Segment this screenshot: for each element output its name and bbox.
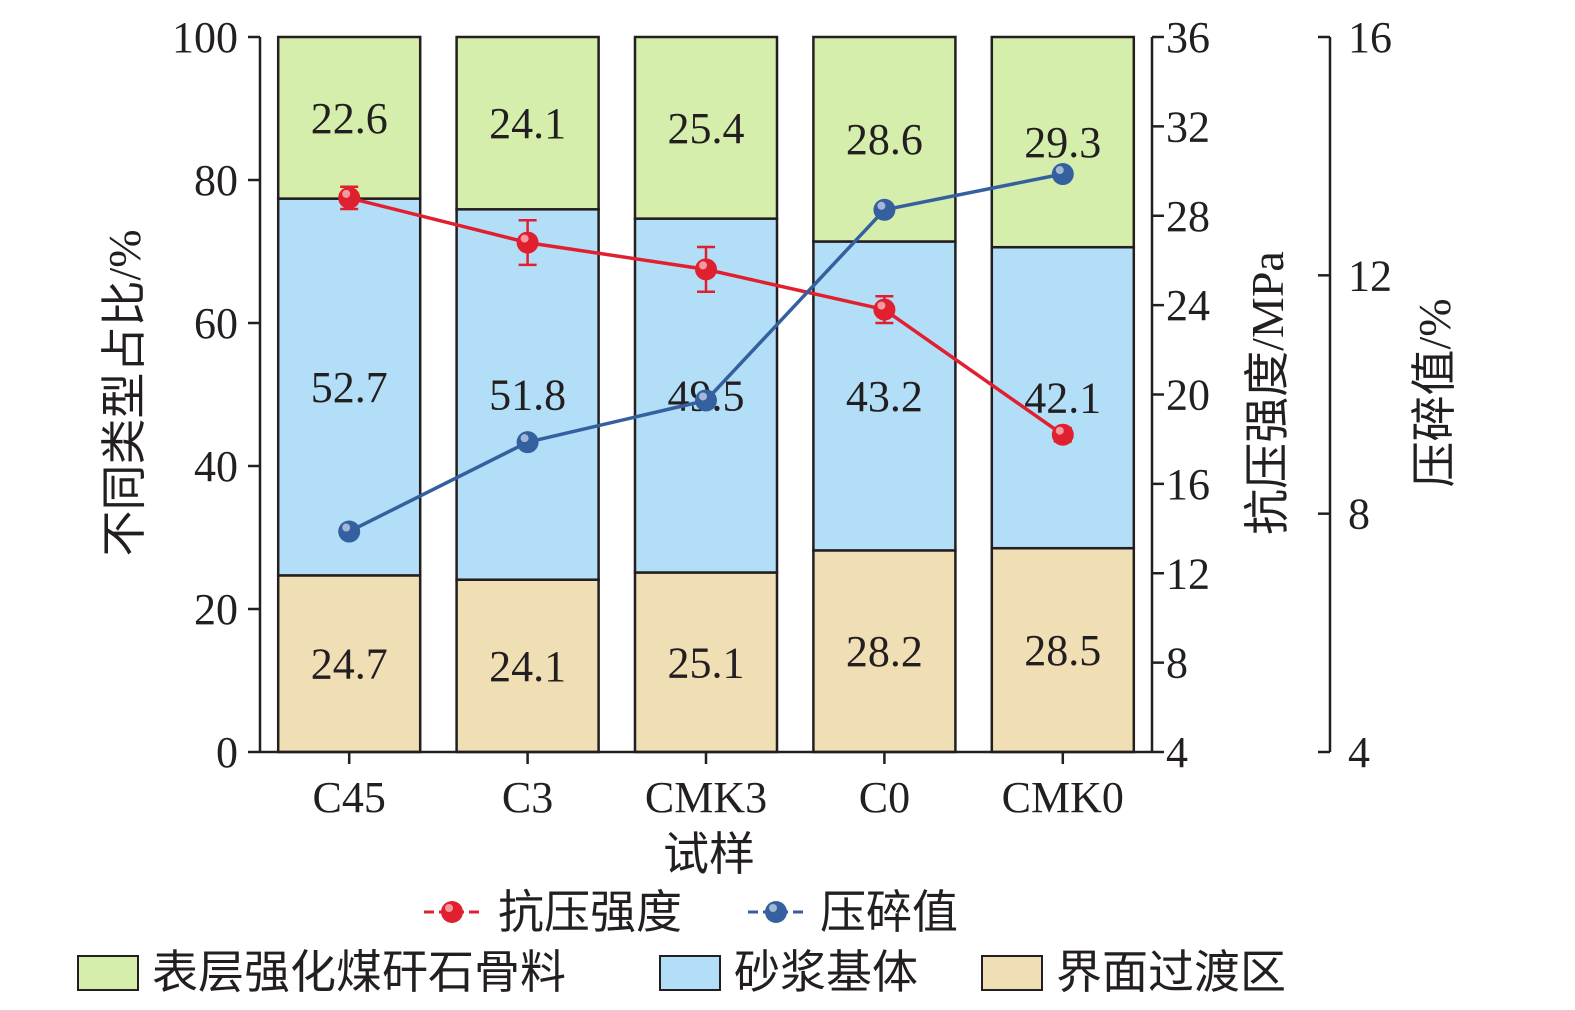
data-point xyxy=(1051,423,1074,446)
bar-segment-label: 25.4 xyxy=(668,104,745,153)
bar-segment xyxy=(812,240,957,552)
legend-strength-marker xyxy=(441,901,463,923)
bar-layer xyxy=(276,35,1136,754)
y-tick-label-right-strength: 20 xyxy=(1166,371,1210,420)
y-tick-label-right-strength: 32 xyxy=(1166,102,1210,151)
y-tick-label-right-crushing: 16 xyxy=(1348,13,1392,62)
y-tick-label-right-strength: 8 xyxy=(1166,639,1188,688)
x-tick-label: CMK0 xyxy=(1002,773,1124,822)
data-point-highlight xyxy=(520,434,529,443)
data-point xyxy=(516,231,539,254)
bar-segment xyxy=(276,197,422,577)
bar-segment xyxy=(455,35,600,211)
data-point-highlight xyxy=(342,523,351,532)
data-point-highlight xyxy=(520,234,529,243)
axes-layer: 0 20 40 60 80 100 4 8 12 16 20 24 28 32 36 4 8 12 16 C45 C3 C… xyxy=(172,13,1392,822)
x-tick-label: C3 xyxy=(502,773,553,822)
bar-segment xyxy=(990,35,1136,249)
x-axis-title: 试样 xyxy=(663,829,755,880)
y-tick-label-left: 100 xyxy=(172,13,238,62)
bar-segment-label: 24.7 xyxy=(311,640,388,689)
legend-item-strength: 抗压强度 xyxy=(424,887,682,938)
legend-itz-label: 界面过渡区 xyxy=(1056,947,1286,998)
y-tick-label-left: 20 xyxy=(194,585,238,634)
legend-item-aggregate: 表层强化煤矸石骨料 xyxy=(77,947,566,998)
bar-segment xyxy=(633,35,779,220)
data-point-highlight xyxy=(1055,426,1064,435)
legend-strength-marker-highlight xyxy=(445,904,453,912)
bar-segment xyxy=(455,578,600,754)
bar-segment xyxy=(276,574,422,754)
y-tick-label-left: 40 xyxy=(194,442,238,491)
bar-segment xyxy=(455,208,600,581)
legend-aggregate-swatch xyxy=(77,955,139,991)
data-point-highlight xyxy=(699,261,707,270)
line-layer xyxy=(338,163,1074,543)
bar-segment-label: 29.3 xyxy=(1024,118,1101,167)
y-tick-label-left: 60 xyxy=(194,299,238,348)
y-tick-label-right-crushing: 8 xyxy=(1348,490,1370,539)
data-point xyxy=(873,198,896,221)
data-point-highlight xyxy=(1055,166,1064,175)
y-tick-label-right-strength: 24 xyxy=(1166,281,1210,330)
bar-segment-label: 28.6 xyxy=(846,115,923,164)
data-point xyxy=(1051,163,1074,186)
y-tick-label-right-strength: 28 xyxy=(1166,192,1210,241)
bar-segment-label: 22.6 xyxy=(311,94,388,143)
legend-mortar-label: 砂浆基体 xyxy=(734,947,918,998)
bar-segment-label: 28.5 xyxy=(1024,626,1101,675)
y-tick-label-right-strength: 12 xyxy=(1166,549,1210,598)
data-point-highlight xyxy=(699,392,707,401)
x-tick-label: C0 xyxy=(859,773,910,822)
legend-crushing-marker xyxy=(765,901,787,923)
legend-item-itz: 界面过渡区 xyxy=(981,947,1286,998)
y-tick-label-right-strength: 16 xyxy=(1166,460,1210,509)
bar-segment xyxy=(276,35,422,200)
data-point xyxy=(695,389,717,412)
data-point-highlight xyxy=(342,189,351,198)
bar-segment-label: 28.2 xyxy=(846,627,923,676)
data-point xyxy=(338,186,361,209)
data-point-highlight xyxy=(877,201,886,210)
bar-segment-label: 24.1 xyxy=(489,642,566,691)
legend-aggregate-label: 表层强化煤矸石骨料 xyxy=(152,947,566,998)
y-tick-label-right-strength: 36 xyxy=(1166,13,1210,62)
data-point-highlight xyxy=(877,301,886,310)
x-tick-label: CMK3 xyxy=(645,773,767,822)
legend-strength-label: 抗压强度 xyxy=(498,887,682,938)
legend-crushing-marker-highlight xyxy=(769,904,777,912)
legend-mortar-swatch xyxy=(659,955,721,991)
y-tick-label-left: 0 xyxy=(216,728,238,777)
legend: 抗压强度 压碎值 表层强化煤矸石骨料 砂浆基体 界面过渡区 xyxy=(77,887,1286,998)
bar-segment xyxy=(812,549,957,754)
bar-segment-label: 51.8 xyxy=(489,371,566,420)
y-axis-title-right-crushing: 压碎值/% xyxy=(1409,298,1460,487)
y-tick-label-right-crushing: 4 xyxy=(1348,728,1370,777)
data-point xyxy=(873,298,896,321)
bar-segment-label: 24.1 xyxy=(489,99,566,148)
y-axis-title-right-strength: 抗压强度/MPa xyxy=(1242,251,1293,535)
bar-segment-label: 43.2 xyxy=(846,372,923,421)
y-tick-label-right-strength: 4 xyxy=(1166,728,1188,777)
legend-item-mortar: 砂浆基体 xyxy=(659,947,918,998)
bar-segment-label: 42.1 xyxy=(1024,374,1101,423)
y-tick-label-left: 80 xyxy=(194,156,238,205)
data-point xyxy=(516,431,539,454)
data-point xyxy=(695,258,717,281)
legend-item-crushing: 压碎值 xyxy=(748,887,958,938)
bar-segment-label: 25.1 xyxy=(668,638,745,687)
y-tick-label-right-crushing: 12 xyxy=(1348,251,1392,300)
y-axis-title-left: 不同类型占比/% xyxy=(99,229,150,556)
x-tick-label: C45 xyxy=(313,773,386,822)
data-point xyxy=(338,520,361,543)
bar-segment-label: 52.7 xyxy=(311,363,388,412)
legend-crushing-label: 压碎值 xyxy=(820,887,958,938)
legend-itz-swatch xyxy=(981,955,1043,991)
